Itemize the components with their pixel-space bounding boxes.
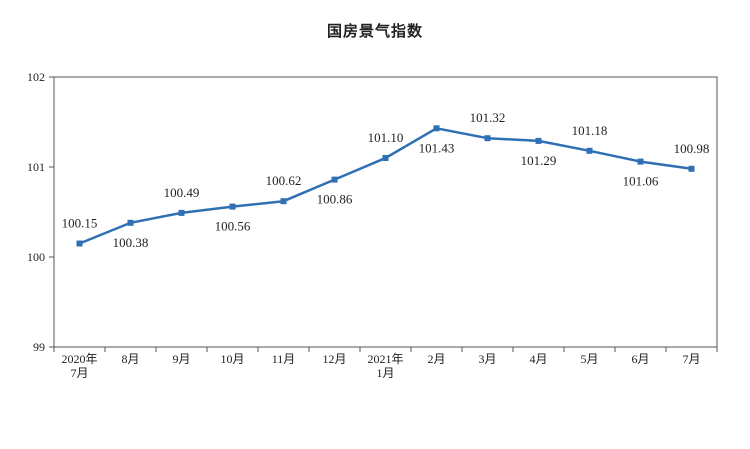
data-labels: 100.15 100.38 100.49 100.56 100.62 100.86 101.… bbox=[62, 110, 710, 250]
data-label: 101.10 bbox=[368, 130, 404, 145]
y-axis: 99 100 101 102 bbox=[27, 70, 54, 354]
x-tick-label: 5月 bbox=[580, 352, 598, 366]
data-point bbox=[127, 219, 134, 226]
data-label: 100.15 bbox=[62, 216, 98, 231]
x-tick-label: 4月 bbox=[529, 352, 547, 366]
data-label: 101.18 bbox=[572, 123, 608, 138]
x-tick-label: 2021年 1月 bbox=[367, 352, 403, 380]
data-point bbox=[331, 176, 338, 183]
x-tick-label: 9月 bbox=[172, 352, 190, 366]
data-label: 100.62 bbox=[266, 173, 302, 188]
data-point bbox=[433, 125, 440, 132]
data-label: 101.06 bbox=[623, 174, 659, 189]
x-tick-label: 8月 bbox=[121, 352, 139, 366]
data-label: 100.56 bbox=[215, 219, 251, 234]
chart-title: 国房景气指数 bbox=[326, 22, 423, 40]
data-point bbox=[229, 203, 236, 210]
x-tick-label: 6月 bbox=[631, 352, 649, 366]
x-tick-label: 2020年 7月 bbox=[61, 352, 97, 380]
series-markers bbox=[76, 125, 695, 247]
data-label: 100.98 bbox=[674, 141, 710, 156]
y-tick-label: 102 bbox=[27, 70, 45, 84]
data-label: 100.86 bbox=[317, 192, 353, 207]
x-axis: 2020年 7月 8月 9月 10月 11月 12月 2021年 1月 2月 3月 4月 5月 6月 7月 bbox=[53, 347, 718, 380]
data-point bbox=[637, 158, 644, 165]
data-label: 101.32 bbox=[470, 110, 506, 125]
data-point bbox=[586, 147, 593, 154]
data-point bbox=[76, 240, 83, 247]
data-point bbox=[280, 198, 287, 205]
data-point bbox=[688, 165, 695, 172]
x-tick-label: 12月 bbox=[322, 352, 346, 366]
y-tick-label: 101 bbox=[27, 160, 45, 174]
data-point bbox=[484, 135, 491, 142]
plot-frame bbox=[53, 76, 718, 348]
x-tick-label: 7月 bbox=[682, 352, 700, 366]
data-label: 100.49 bbox=[164, 185, 200, 200]
data-point bbox=[178, 209, 185, 216]
data-point bbox=[535, 137, 542, 144]
y-tick-label: 100 bbox=[27, 250, 45, 264]
data-point bbox=[382, 155, 389, 161]
data-label: 101.43 bbox=[419, 140, 455, 155]
x-tick-label: 2月 bbox=[427, 352, 445, 366]
y-tick-label: 99 bbox=[33, 340, 45, 354]
data-label: 101.29 bbox=[521, 153, 557, 168]
x-tick-label: 10月 bbox=[220, 352, 244, 366]
x-tick-label: 11月 bbox=[272, 352, 296, 366]
x-tick-label: 3月 bbox=[478, 352, 496, 366]
data-label: 100.38 bbox=[113, 235, 149, 250]
